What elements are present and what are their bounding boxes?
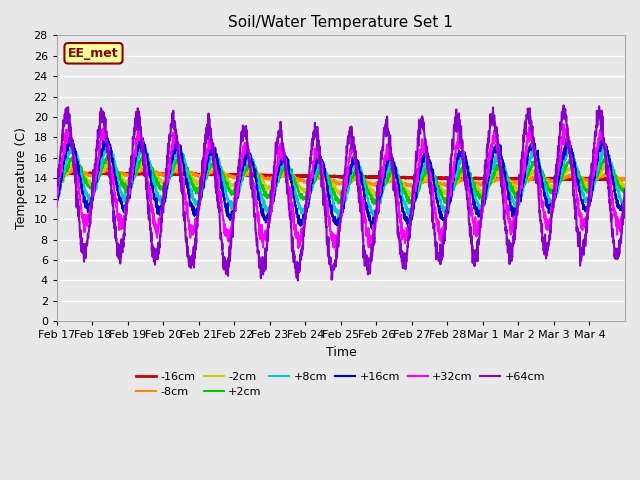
X-axis label: Time: Time: [326, 346, 356, 359]
Legend: -16cm, -8cm, -2cm, +2cm, +8cm, +16cm, +32cm, +64cm: -16cm, -8cm, -2cm, +2cm, +8cm, +16cm, +3…: [132, 367, 550, 401]
Y-axis label: Temperature (C): Temperature (C): [15, 127, 28, 229]
Title: Soil/Water Temperature Set 1: Soil/Water Temperature Set 1: [228, 15, 453, 30]
Text: EE_met: EE_met: [68, 47, 119, 60]
